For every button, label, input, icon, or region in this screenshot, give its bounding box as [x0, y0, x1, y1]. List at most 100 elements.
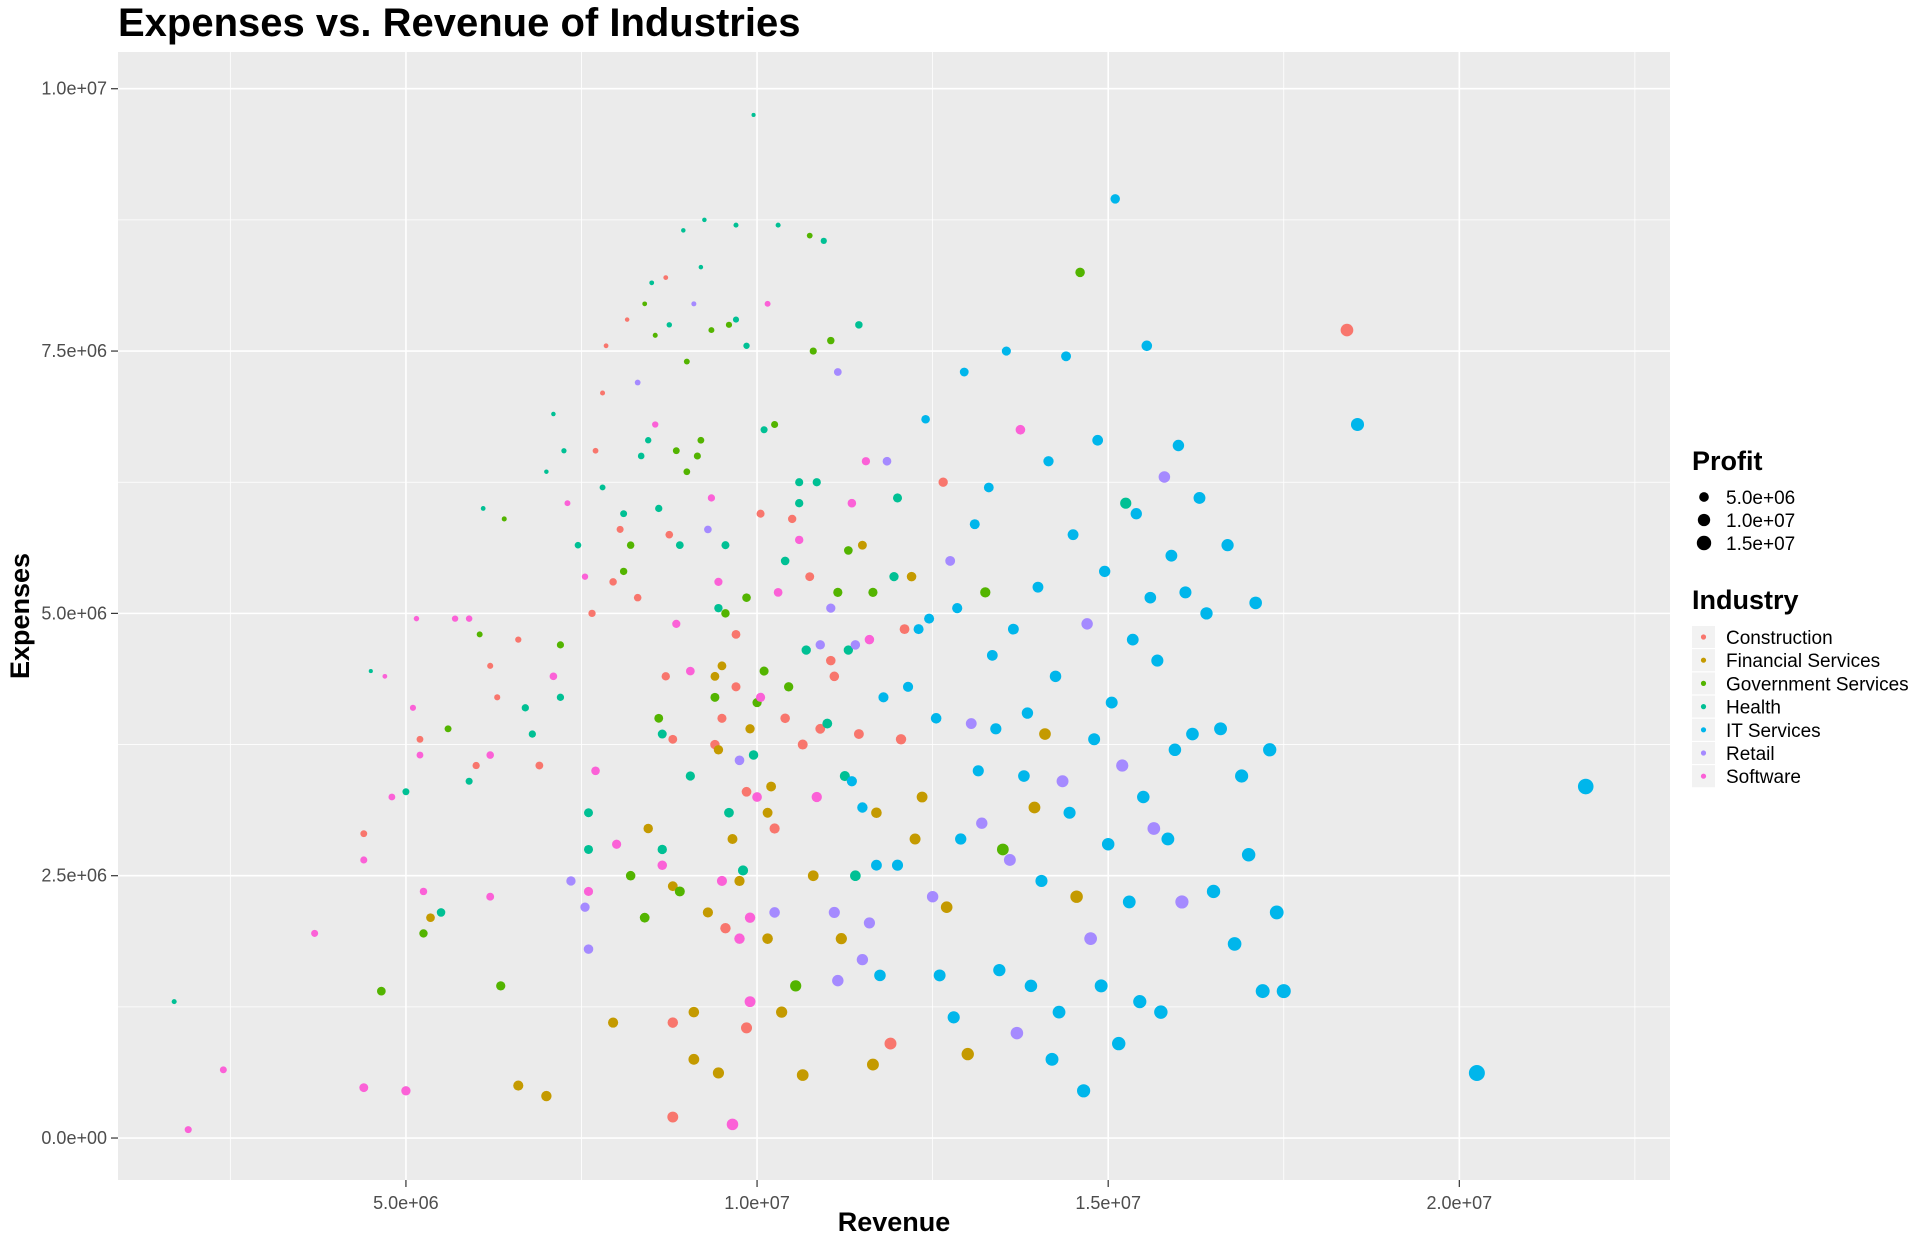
data-point	[959, 367, 969, 377]
data-point	[583, 886, 594, 897]
data-point	[1172, 439, 1185, 452]
color-legend-label: Construction	[1726, 628, 1833, 649]
size-legend-label: 1.5e+07	[1726, 534, 1795, 555]
data-point	[783, 682, 794, 692]
data-point	[769, 823, 780, 834]
data-point	[486, 892, 495, 901]
data-point	[580, 902, 590, 912]
data-point	[787, 514, 797, 524]
data-point	[416, 735, 424, 743]
size-legend: Profit 5.0e+061.0e+071.5e+07	[1692, 446, 1795, 555]
y-axis-ticks: 0.0e+00 2.5e+06 5.0e+06 7.5e+06 1.0e+07	[41, 79, 118, 1148]
data-point	[494, 694, 501, 701]
data-point	[668, 734, 678, 744]
x-tick-label: 2.0e+07	[1427, 1193, 1493, 1213]
data-point	[926, 890, 939, 903]
data-point	[805, 572, 815, 582]
data-point	[809, 347, 817, 355]
data-point	[616, 525, 624, 533]
data-point	[1094, 979, 1108, 993]
size-legend-key	[1696, 535, 1712, 551]
data-point	[419, 929, 428, 938]
data-point	[720, 922, 731, 934]
data-point	[1186, 727, 1199, 741]
data-point	[976, 817, 988, 829]
data-point	[972, 765, 984, 777]
data-point	[752, 792, 762, 802]
data-point	[667, 1111, 679, 1123]
data-point	[759, 666, 769, 676]
data-point	[969, 519, 980, 530]
data-point	[1028, 801, 1041, 814]
data-point	[713, 745, 724, 755]
data-point	[465, 777, 473, 785]
data-point	[801, 645, 811, 655]
data-point	[795, 499, 804, 508]
data-point	[921, 414, 930, 424]
data-point	[436, 908, 446, 917]
data-point	[1070, 890, 1083, 903]
color-legend-key	[1700, 704, 1707, 710]
data-point	[564, 500, 571, 507]
data-point	[1126, 633, 1139, 646]
data-point	[924, 613, 935, 624]
data-point	[986, 649, 998, 661]
data-point	[884, 1037, 897, 1050]
data-point	[710, 671, 720, 681]
data-point	[657, 844, 667, 855]
data-point	[551, 411, 556, 417]
data-point	[708, 327, 715, 334]
color-legend-key	[1700, 634, 1707, 640]
data-point	[815, 640, 825, 650]
color-legend-label: Health	[1726, 698, 1781, 719]
data-point	[857, 540, 867, 550]
data-point	[1007, 623, 1019, 635]
data-point	[1043, 456, 1054, 467]
data-point	[657, 729, 667, 739]
data-point	[947, 1011, 960, 1024]
data-point	[832, 974, 844, 987]
data-point	[1081, 618, 1093, 630]
data-point	[360, 830, 368, 838]
x-axis-title: Revenue	[838, 1207, 951, 1237]
y-tick-label: 1.0e+07	[41, 79, 107, 99]
size-legend-key	[1699, 492, 1709, 502]
data-point	[698, 264, 704, 270]
data-point	[717, 661, 727, 671]
color-legend-label: Financial Services	[1726, 651, 1880, 672]
data-point	[1350, 417, 1365, 432]
data-point	[871, 807, 882, 819]
data-point	[933, 969, 946, 982]
data-point	[755, 692, 766, 702]
data-point	[716, 875, 727, 887]
data-point	[707, 494, 716, 502]
data-point	[760, 426, 768, 434]
data-point	[184, 1126, 192, 1134]
data-point	[645, 437, 652, 444]
size-legend-label: 1.0e+07	[1726, 511, 1795, 532]
data-point	[916, 791, 928, 803]
data-point	[612, 839, 622, 849]
data-point	[1193, 492, 1206, 504]
data-point	[1035, 874, 1048, 888]
data-point	[1122, 895, 1136, 909]
data-point	[850, 870, 861, 882]
data-point	[892, 493, 903, 503]
data-point	[1003, 854, 1016, 866]
color-legend-label: Government Services	[1726, 674, 1909, 695]
data-point	[775, 222, 781, 228]
size-legend-title: Profit	[1692, 446, 1763, 476]
data-point	[419, 887, 428, 896]
data-point	[902, 681, 914, 692]
data-point	[1276, 984, 1291, 999]
data-point	[583, 944, 594, 954]
data-point	[843, 645, 854, 655]
data-point	[465, 615, 473, 622]
data-point	[1200, 607, 1213, 620]
data-point	[1077, 1084, 1091, 1098]
y-tick-label: 5.0e+06	[41, 603, 107, 623]
data-point	[1018, 770, 1030, 782]
data-point	[409, 704, 416, 711]
data-point	[710, 692, 720, 702]
